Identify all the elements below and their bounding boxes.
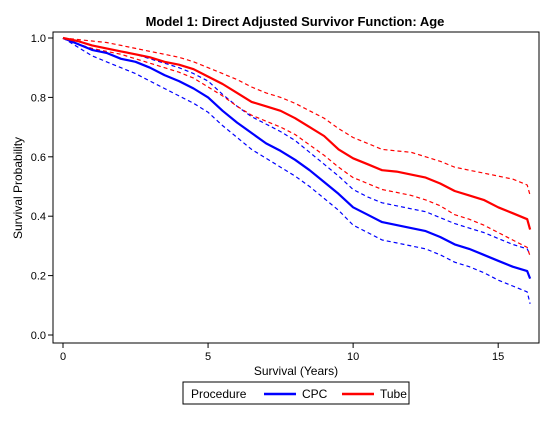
x-tick-label: 10 [347, 351, 359, 363]
y-tick-label: 0.0 [31, 330, 46, 342]
legend-label-cpc: CPC [302, 387, 328, 401]
x-tick-label: 15 [492, 351, 504, 363]
y-tick-label: 0.6 [31, 152, 46, 164]
series-line-tube [62, 36, 532, 230]
confidence-band-cpc-2 [62, 37, 531, 304]
y-tick-label: 0.8 [31, 92, 46, 104]
plot-frame [52, 31, 540, 344]
y-axis-label: Survival Probability [11, 137, 25, 239]
y-tick-label: 0.2 [31, 271, 46, 283]
series-layer [62, 36, 532, 304]
legend-label-tube: Tube [380, 387, 407, 401]
x-axis: 0 5 10 15 [60, 343, 504, 363]
x-tick-label: 0 [60, 351, 66, 363]
confidence-band-tube-5 [62, 37, 531, 196]
y-tick-label: 0.4 [31, 211, 46, 223]
x-axis-label: Survival (Years) [254, 364, 338, 378]
series-line-cpc [62, 36, 532, 279]
confidence-band-tube-4 [62, 37, 531, 257]
y-tick-label: 1.0 [31, 33, 46, 45]
y-axis: 0.0 0.2 0.4 0.6 0.8 1.0 [31, 33, 53, 342]
legend: Procedure CPC Tube [182, 381, 410, 405]
confidence-band-cpc-3 [62, 37, 531, 256]
legend-title: Procedure [191, 387, 247, 401]
x-tick-label: 5 [205, 351, 211, 363]
chart-title: Model 1: Direct Adjusted Survivor Functi… [146, 14, 445, 29]
